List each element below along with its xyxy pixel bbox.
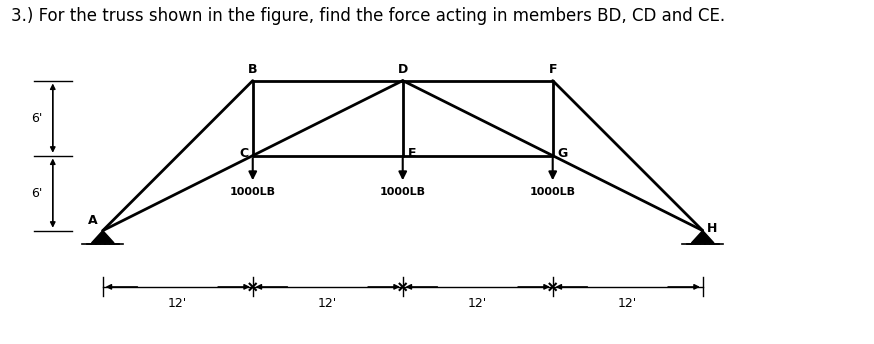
Text: 1000LB: 1000LB [530, 187, 576, 197]
Text: 1000LB: 1000LB [379, 187, 426, 197]
Text: B: B [248, 63, 258, 76]
Text: 1000LB: 1000LB [230, 187, 275, 197]
Text: 12': 12' [618, 297, 637, 310]
Text: H: H [706, 222, 717, 235]
Text: 3.) For the truss shown in the figure, find the force acting in members BD, CD a: 3.) For the truss shown in the figure, f… [11, 7, 725, 25]
Polygon shape [92, 230, 114, 243]
Text: A: A [88, 214, 98, 227]
Text: 12': 12' [168, 297, 187, 310]
Polygon shape [691, 230, 714, 243]
Text: 6': 6' [31, 111, 43, 125]
Text: G: G [558, 147, 568, 160]
Text: 12': 12' [318, 297, 337, 310]
Text: F: F [549, 63, 557, 76]
Text: E: E [408, 147, 416, 160]
Text: D: D [398, 63, 408, 76]
Text: C: C [239, 147, 249, 160]
Text: 12': 12' [468, 297, 488, 310]
Text: 6': 6' [31, 186, 43, 200]
